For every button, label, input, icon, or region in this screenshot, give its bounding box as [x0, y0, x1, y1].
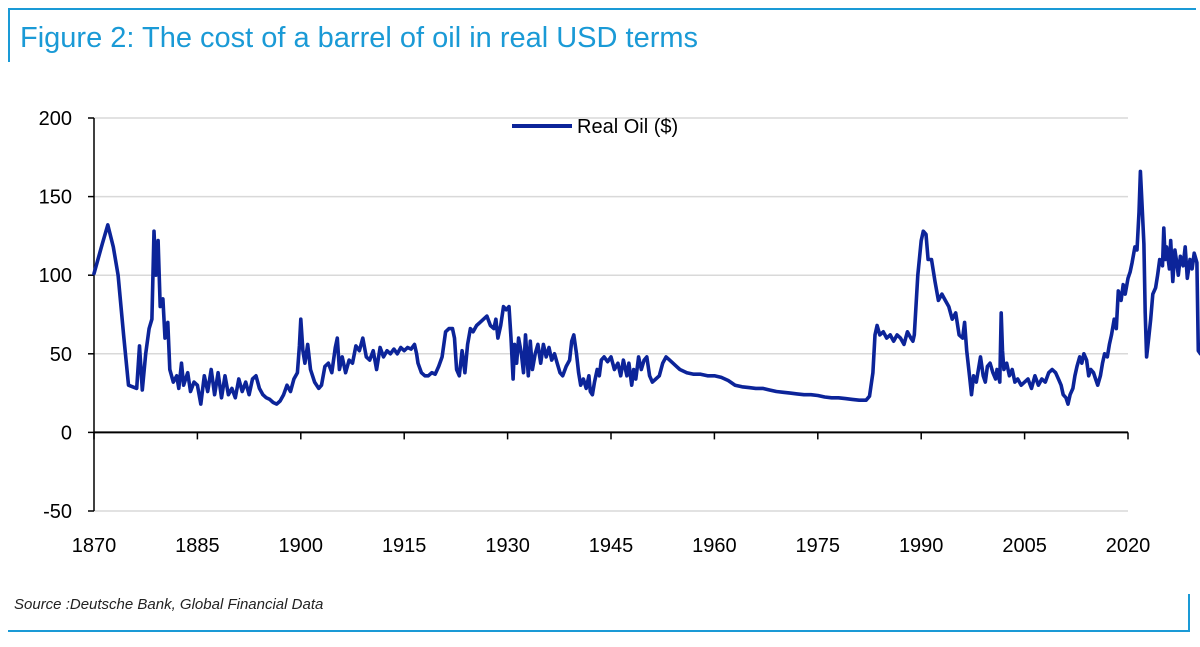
x-tick-label: 1945: [589, 535, 634, 557]
x-tick-label: 1885: [175, 535, 220, 557]
x-tick-label: 1870: [72, 535, 117, 557]
y-tick-label: 100: [39, 265, 72, 287]
axes: -50 0 50 100 150 200 1870 1885 1900 1915 1930 1945 1…: [39, 108, 1151, 557]
legend-label: Real Oil ($): [577, 116, 678, 138]
x-tick-label: 1900: [279, 535, 324, 557]
y-tick-label: -50: [43, 501, 72, 523]
y-tick-label: 150: [39, 187, 72, 209]
x-tick-label: 2005: [1002, 535, 1047, 557]
x-tick-label: 1915: [382, 535, 427, 557]
frame-left-rule: [8, 8, 10, 62]
frame-bottom-rule: [8, 630, 1190, 632]
grid-lines: [94, 117, 1128, 512]
frame-top-rule: [8, 8, 1196, 10]
frame-right-rule: [1188, 594, 1190, 632]
x-tick-label: 1990: [899, 535, 944, 557]
series-line-real-oil: [92, 169, 1200, 406]
x-tick-label: 1960: [692, 535, 737, 557]
series-layer: [92, 169, 1200, 406]
source-note: Source :Deutsche Bank, Global Financial …: [14, 596, 324, 613]
legend: Real Oil ($): [512, 116, 678, 138]
x-tick-label: 2020: [1106, 535, 1151, 557]
x-tick-label: 1930: [485, 535, 530, 557]
x-tick-label: 1975: [796, 535, 841, 557]
y-tick-label: 50: [50, 344, 72, 366]
y-tick-label: 0: [61, 422, 72, 444]
chart-title: Figure 2: The cost of a barrel of oil in…: [20, 22, 699, 54]
y-tick-label: 200: [39, 108, 72, 130]
